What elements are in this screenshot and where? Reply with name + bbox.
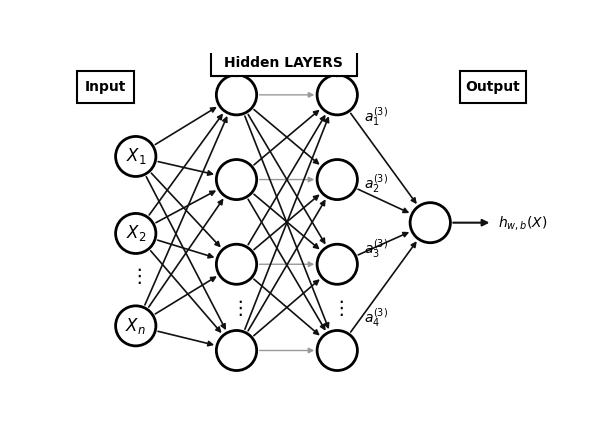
- FancyBboxPatch shape: [77, 71, 134, 103]
- Text: $a_3^{(3)}$: $a_3^{(3)}$: [365, 238, 388, 260]
- Circle shape: [217, 75, 257, 115]
- Text: $\vdots$: $\vdots$: [129, 266, 142, 286]
- Text: $a_2^{(3)}$: $a_2^{(3)}$: [365, 172, 388, 194]
- Circle shape: [217, 244, 257, 284]
- Text: $a_1^{(3)}$: $a_1^{(3)}$: [365, 105, 388, 127]
- Circle shape: [116, 214, 156, 254]
- FancyBboxPatch shape: [460, 71, 526, 103]
- Circle shape: [317, 159, 358, 200]
- Text: $X_1$: $X_1$: [126, 147, 146, 166]
- Text: Output: Output: [466, 80, 520, 94]
- Text: $h_{w,b}(X)$: $h_{w,b}(X)$: [499, 214, 548, 232]
- Circle shape: [116, 306, 156, 346]
- Text: Input: Input: [85, 80, 126, 94]
- Circle shape: [116, 136, 156, 176]
- Circle shape: [217, 330, 257, 371]
- Text: $\vdots$: $\vdots$: [331, 298, 343, 318]
- Circle shape: [217, 159, 257, 200]
- Circle shape: [317, 244, 358, 284]
- Text: Hidden LAYERS: Hidden LAYERS: [224, 56, 343, 70]
- Text: $X_n$: $X_n$: [126, 316, 146, 336]
- Text: $a_4^{(3)}$: $a_4^{(3)}$: [365, 307, 388, 329]
- Circle shape: [317, 330, 358, 371]
- Text: $\vdots$: $\vdots$: [230, 298, 243, 318]
- FancyBboxPatch shape: [211, 50, 356, 76]
- Text: $X_2$: $X_2$: [126, 223, 146, 243]
- Circle shape: [410, 202, 450, 243]
- Circle shape: [317, 75, 358, 115]
